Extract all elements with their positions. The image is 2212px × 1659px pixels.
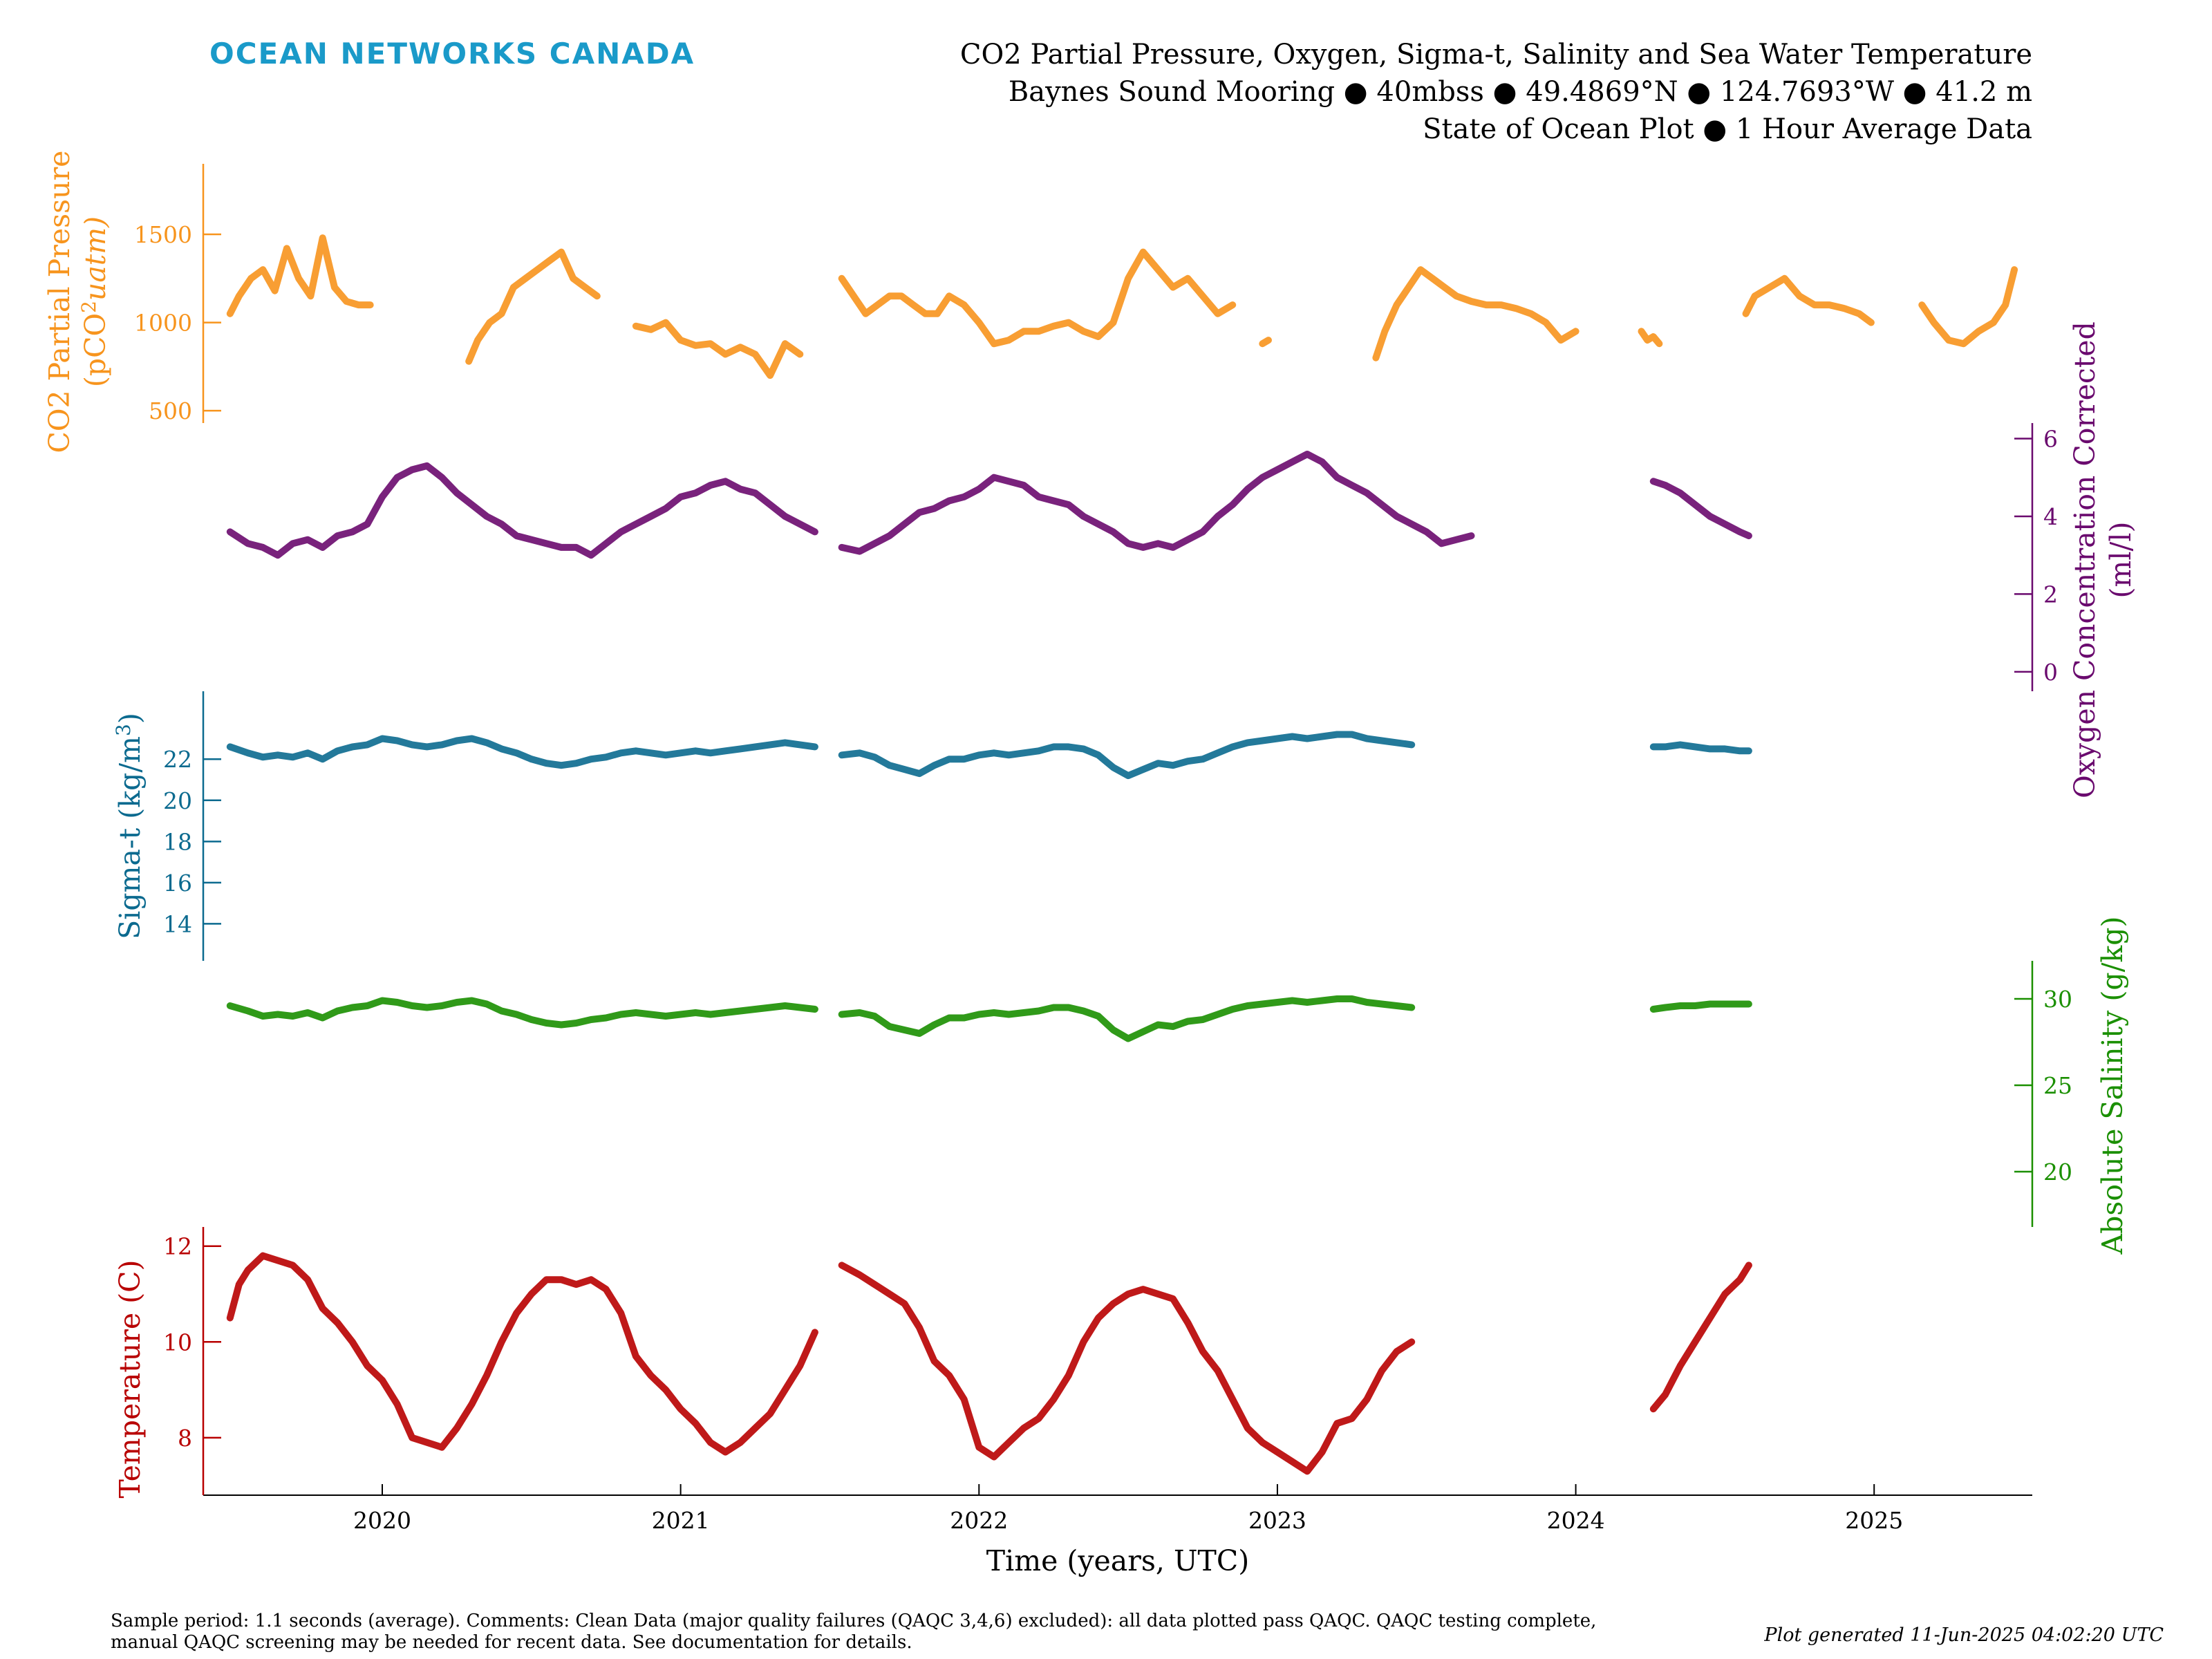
sigma-series-segment [226,735,818,769]
co2-axis-label: CO2 Partial Pressure [43,151,76,453]
co2-series-segment [1742,274,1875,326]
x-tick-label: 2020 [353,1507,411,1534]
temperature-series-segment [226,1252,818,1456]
x-axis-label: Time (years, UTC) [986,1544,1249,1577]
co2-tick-label: 500 [149,397,192,424]
oxygen-tick-label: 6 [2043,425,2058,452]
sigma-series-segment [1649,741,1752,755]
sigma-tick-label: 16 [163,870,192,897]
co2-series-segment [465,248,601,365]
temperature-tick-label: 12 [163,1233,192,1260]
oxygen-tick-label: 4 [2043,503,2058,530]
sigma-tick-label: 14 [163,910,192,937]
temperature-tick-label: 8 [178,1425,192,1452]
oxygen-axis-unit: (ml/l) [2104,522,2137,599]
co2-series-segment [632,319,804,379]
chart-subtitle-plot-type: State of Ocean Plot ● 1 Hour Average Dat… [1423,113,2032,145]
salinity-tick-label: 30 [2043,986,2072,1013]
x-tick-label: 2021 [652,1507,710,1534]
temperature-series-segment [838,1262,1416,1475]
co2-tick-label: 1000 [134,310,192,337]
x-tick-label: 2023 [1248,1507,1306,1534]
co2-tick-label: 1500 [134,221,192,248]
temperature-tick-label: 10 [163,1329,192,1356]
co2-series-segment [1918,266,2018,348]
x-tick-label: 2025 [1845,1507,1903,1534]
salinity-series-segment [1649,1000,1752,1013]
sigma-series-segment [838,731,1416,780]
salinity-axis-label: Absolute Salinity (g/kg) [2096,917,2129,1255]
co2-series-segment [838,248,1237,348]
plot-generated-timestamp: Plot generated 11-Jun-2025 04:02:20 UTC [1763,1624,2164,1646]
oxygen-tick-label: 2 [2043,581,2058,608]
x-tick-label: 2024 [1547,1507,1605,1534]
sigma-tick-label: 20 [163,787,192,814]
chart-title: CO2 Partial Pressure, Oxygen, Sigma-t, S… [960,39,2032,71]
chart-subtitle-location: Baynes Sound Mooring ● 40mbss ● 49.4869°… [1009,76,2032,108]
co2-axis-unit: (pCO2uatm) [77,216,112,387]
co2-series-segment [1259,337,1272,348]
oxygen-series-segment [226,462,818,559]
salinity-tick-label: 25 [2043,1072,2072,1099]
brand-logo: OCEAN NETWORKS CANADA [209,37,695,71]
co2-series-segment [1638,328,1663,348]
temperature-axis-label: Temperature (C) [113,1260,147,1499]
sigma-axis-label: Sigma-t (kg/m3) [112,713,147,939]
co2-series-segment [226,234,374,317]
sigma-tick-label: 18 [163,828,192,855]
temperature-series-segment [1649,1262,1752,1413]
salinity-series-segment [226,997,818,1029]
salinity-series-segment [838,995,1416,1042]
oxygen-axis-label: Oxygen Concentration Corrected [2068,321,2101,798]
oxygen-series-segment [838,451,1475,555]
oxygen-series-segment [1649,478,1752,540]
footer-note-line1: Sample period: 1.1 seconds (average). Co… [111,1611,1596,1631]
footer-note-line2: manual QAQC screening may be needed for … [111,1632,912,1653]
sigma-tick-label: 22 [163,746,192,773]
x-tick-label: 2022 [950,1507,1008,1534]
salinity-tick-label: 20 [2043,1159,2072,1185]
co2-series-segment [1372,266,1580,362]
oxygen-tick-label: 0 [2043,659,2058,686]
